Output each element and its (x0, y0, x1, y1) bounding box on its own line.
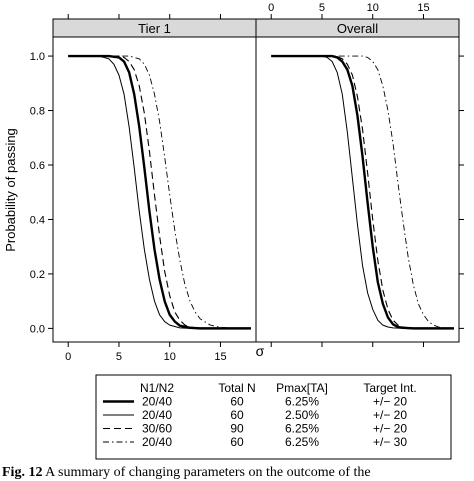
panel-title: Tier 1 (138, 21, 171, 36)
panel-frame-0 (52, 36, 257, 343)
series-line-solid-thick (68, 54, 251, 330)
legend-cell: +/− 20 (373, 408, 407, 422)
legend-header: Total N (218, 381, 255, 395)
legend-cell: 6.25% (285, 422, 319, 436)
legend-cell: 20/40 (142, 395, 172, 409)
legend-cell: +/− 30 (373, 435, 407, 449)
legend-cell: 2.50% (285, 408, 319, 422)
y-tick-label: 0.4 (30, 214, 45, 226)
panel-frame-1 (255, 36, 460, 343)
legend-cell: 60 (230, 395, 244, 409)
legend: N1/N2 Total N Pmax[TA] Target Int. 20/40 60 6.… (95, 374, 452, 460)
legend-cell: 30/60 (142, 422, 172, 436)
plot-area: Tier 1 0 5 10 15 0.0 0.2 0.4 0.6 0.8 1.0 Overall 0 5 1… (30, 2, 464, 363)
y-tick-label: 0.2 (30, 269, 45, 281)
x-tick-label: 0 (65, 351, 71, 363)
y-tick-label: 0.6 (30, 160, 45, 172)
figure-caption: Fig. 12 A summary of changing parameters… (2, 465, 474, 481)
series-line-dashed (68, 55, 251, 329)
legend-cell: 6.25% (285, 395, 319, 409)
legend-cell: +/− 20 (373, 395, 407, 409)
x-tick-label: 15 (214, 351, 226, 363)
series-line-solid-thin (68, 55, 251, 329)
legend-cell: 6.25% (285, 435, 319, 449)
caption-label: Fig. 12 (2, 465, 43, 480)
legend-cell: 20/40 (142, 408, 172, 422)
x-axis-label: σ (256, 343, 265, 359)
legend-cell: 60 (230, 408, 244, 422)
y-axis-label: Probability of passing (3, 128, 18, 252)
legend-cell: +/− 20 (373, 422, 407, 436)
x-tick-label: 10 (164, 351, 176, 363)
legend-header: N1/N2 (140, 381, 174, 395)
x-tick-label: 0 (268, 2, 274, 14)
series-line-dash-dot (68, 55, 251, 329)
legend-cell: 60 (230, 435, 244, 449)
x-tick-label: 5 (116, 351, 122, 363)
legend-box (95, 374, 452, 460)
legend-cell: 90 (230, 422, 244, 436)
y-tick-label: 0.8 (30, 106, 45, 118)
y-tick-label: 0.0 (30, 323, 45, 335)
caption-text: A summary of changing parameters on the … (42, 465, 371, 480)
series-line-solid-thick (271, 54, 454, 330)
legend-header: Target Int. (363, 381, 416, 395)
x-tick-label: 5 (319, 2, 325, 14)
legend-header: Pmax[TA] (276, 381, 328, 395)
x-tick-label: 10 (367, 2, 379, 14)
legend-cell: 20/40 (142, 435, 172, 449)
series-line-solid-thin (271, 55, 454, 329)
series-line-dash-dot (271, 55, 454, 329)
x-tick-label: 15 (417, 2, 429, 14)
panel-title: Overall (337, 21, 378, 36)
series-line-dashed (271, 55, 454, 329)
y-tick-label: 1.0 (30, 51, 45, 63)
